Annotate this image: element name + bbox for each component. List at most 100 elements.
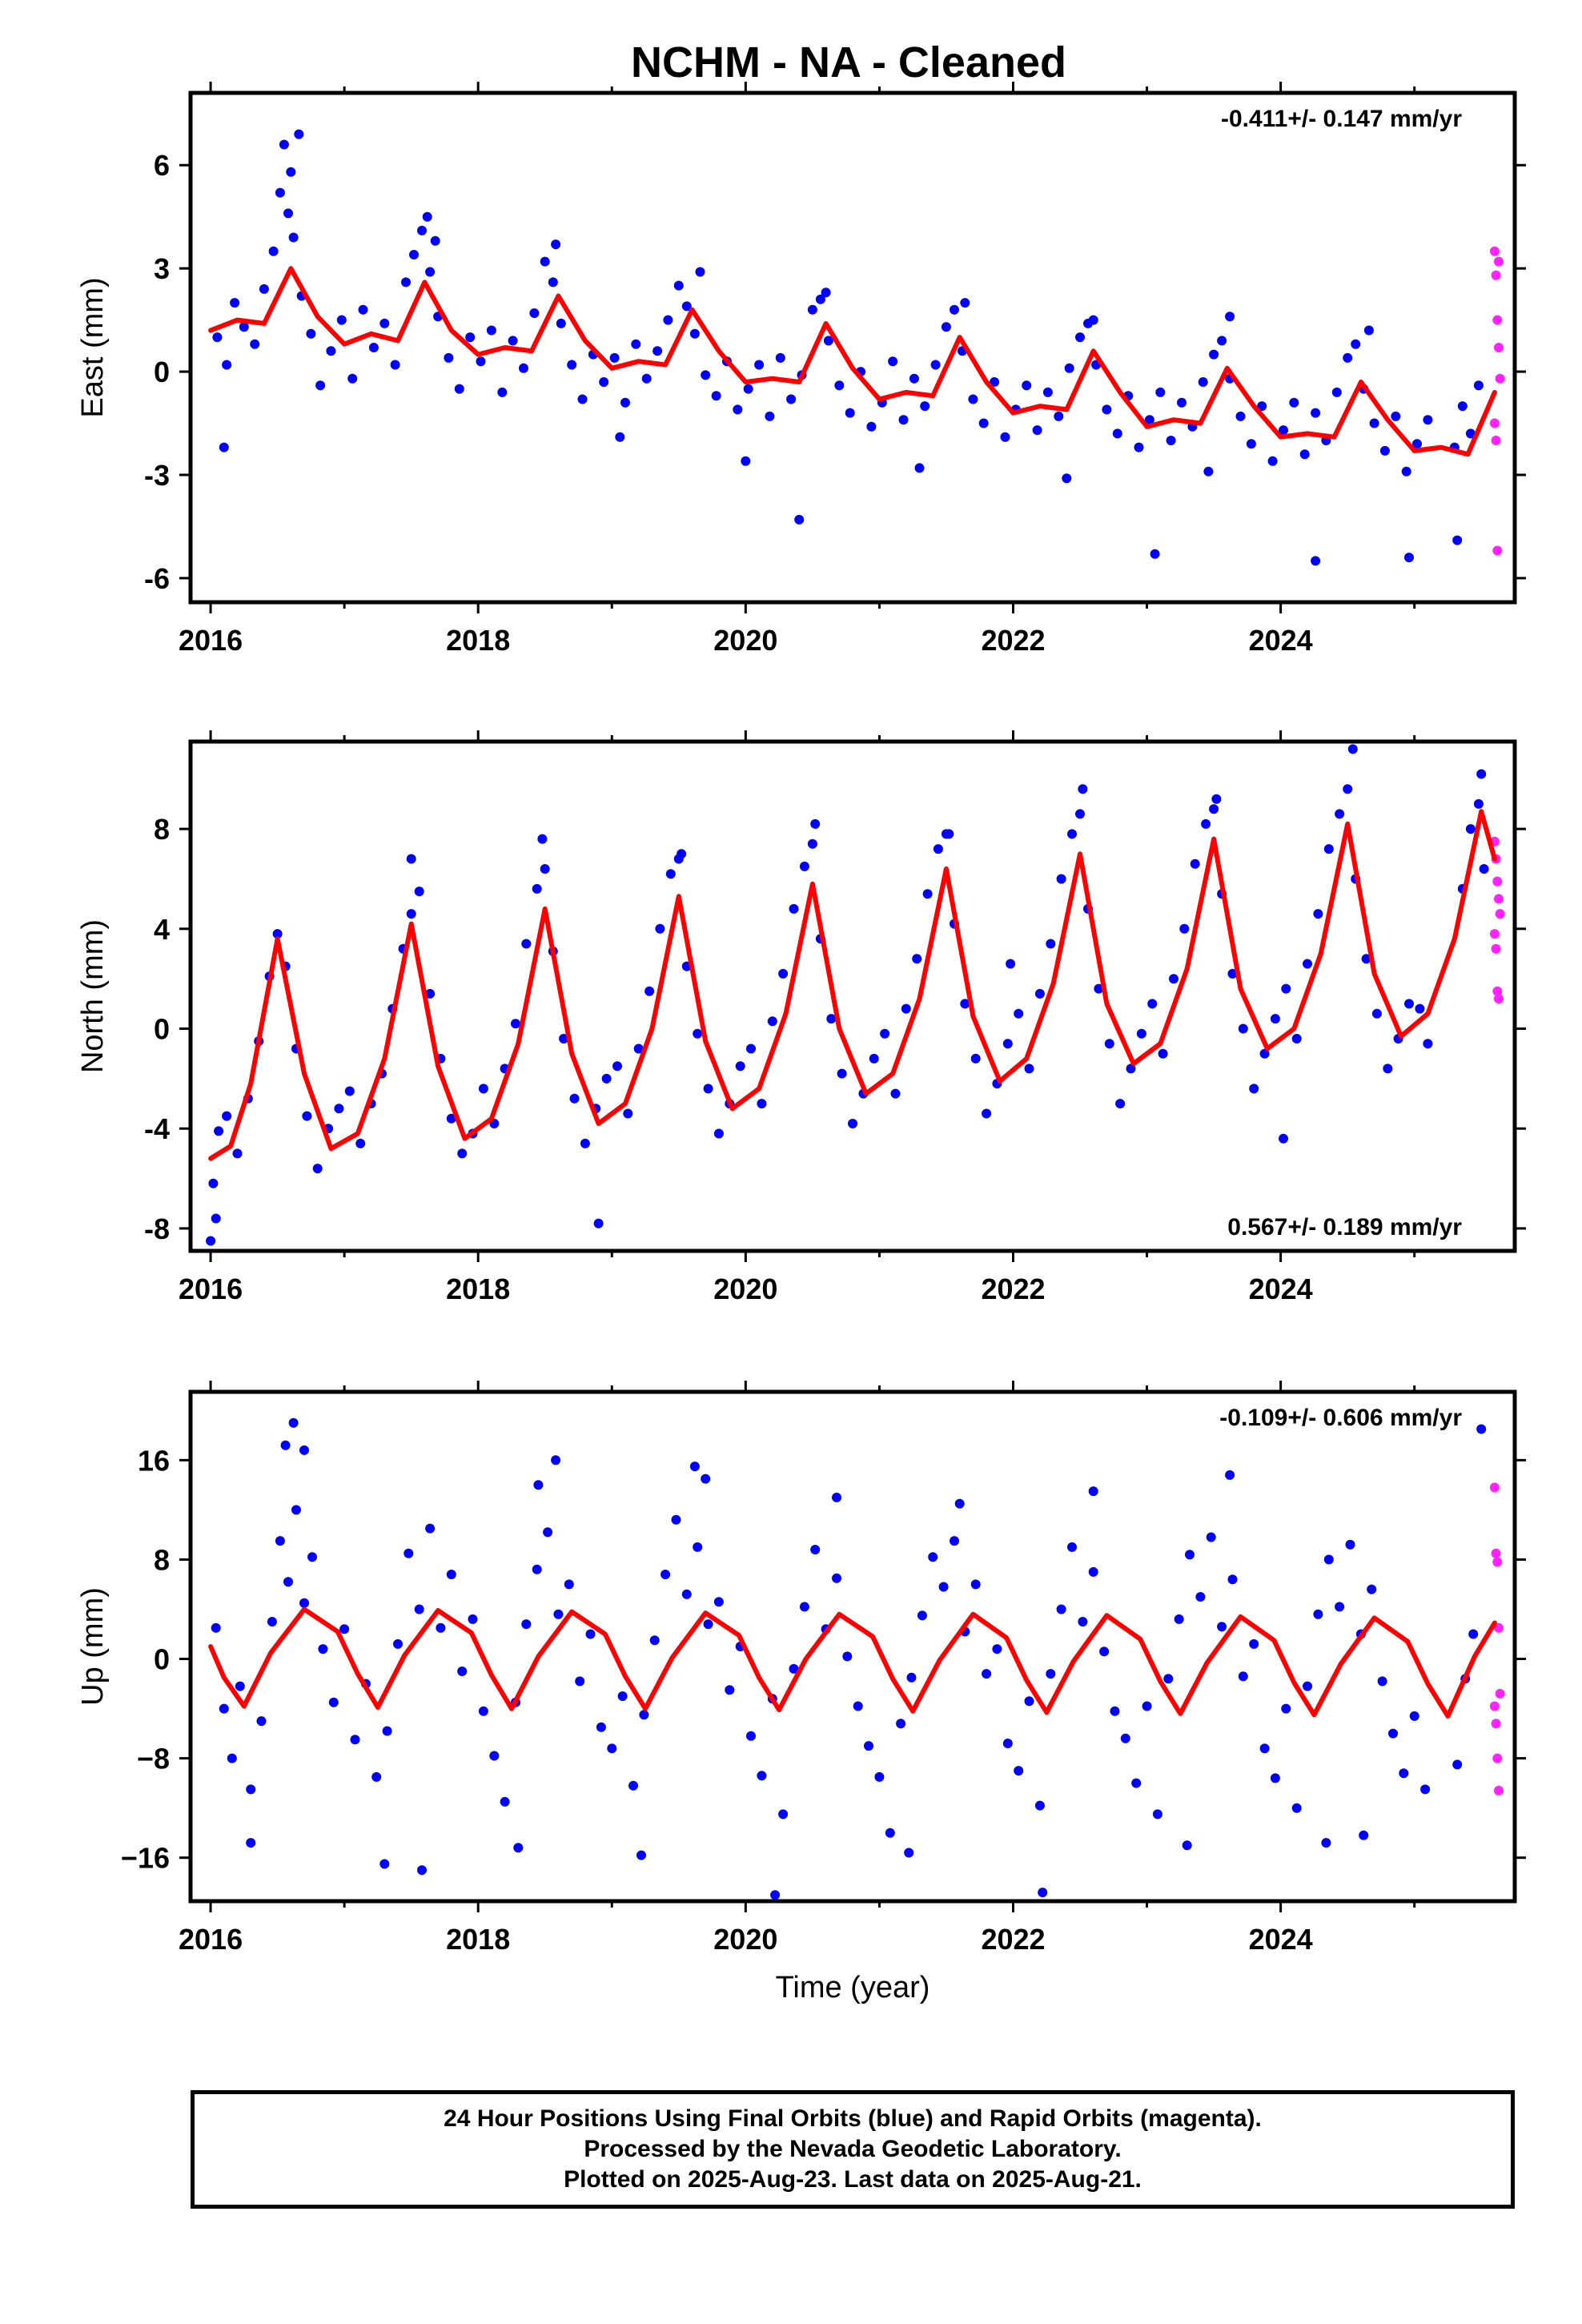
final-point bbox=[1067, 829, 1077, 839]
final-point bbox=[275, 187, 285, 198]
final-point bbox=[853, 1701, 863, 1711]
final-point bbox=[1056, 1604, 1066, 1614]
final-point bbox=[312, 1164, 323, 1174]
final-point bbox=[1404, 553, 1414, 563]
final-point bbox=[401, 277, 411, 287]
final-point bbox=[810, 818, 821, 829]
final-point bbox=[799, 861, 809, 871]
final-point bbox=[1347, 744, 1358, 754]
final-point bbox=[1163, 1674, 1174, 1684]
final-point bbox=[1006, 959, 1016, 969]
final-point bbox=[1331, 387, 1342, 397]
final-point bbox=[848, 1119, 857, 1128]
final-point bbox=[519, 363, 528, 373]
final-point bbox=[1238, 1671, 1248, 1682]
final-point bbox=[232, 1148, 243, 1159]
final-point bbox=[529, 308, 540, 318]
final-point bbox=[1465, 824, 1476, 834]
final-point bbox=[497, 387, 508, 397]
final-point bbox=[1468, 1629, 1479, 1639]
final-point bbox=[1476, 769, 1487, 779]
final-point bbox=[500, 1796, 510, 1807]
final-point bbox=[414, 1604, 424, 1614]
final-point bbox=[486, 325, 496, 336]
final-point bbox=[222, 1111, 232, 1121]
final-point bbox=[1299, 449, 1310, 460]
final-point bbox=[1465, 428, 1476, 439]
final-point bbox=[430, 235, 440, 246]
model-curve-east bbox=[208, 266, 1497, 457]
final-point bbox=[681, 1589, 692, 1599]
final-point bbox=[336, 315, 347, 325]
final-point bbox=[436, 1622, 446, 1633]
final-point bbox=[933, 844, 943, 854]
x-tick-label: 2020 bbox=[713, 624, 777, 657]
final-point bbox=[211, 1622, 221, 1633]
final-point bbox=[315, 380, 326, 391]
final-point bbox=[1291, 1803, 1302, 1813]
final-point bbox=[1032, 425, 1042, 436]
final-point bbox=[1056, 874, 1066, 884]
final-point bbox=[446, 1113, 456, 1124]
final-point bbox=[620, 397, 630, 408]
y-tick-label: 0 bbox=[154, 1013, 170, 1046]
rate-label-east: -0.411+/- 0.147 mm/yr bbox=[1221, 106, 1462, 132]
final-point bbox=[1094, 983, 1104, 994]
final-point bbox=[1281, 1703, 1291, 1714]
final-point bbox=[941, 322, 951, 332]
rate-label-north: 0.567+/- 0.189 mm/yr bbox=[1227, 1214, 1462, 1240]
figure-title: NCHM - NA - Cleaned bbox=[631, 38, 1066, 86]
final-point bbox=[425, 267, 436, 277]
final-point bbox=[267, 1617, 277, 1626]
final-point bbox=[306, 328, 316, 339]
y-tick-label: 4 bbox=[154, 913, 170, 946]
final-point bbox=[807, 838, 817, 849]
final-point bbox=[990, 377, 1000, 387]
final-point bbox=[1002, 1039, 1013, 1049]
final-point bbox=[970, 1579, 981, 1590]
final-point bbox=[219, 442, 229, 452]
final-point bbox=[689, 1462, 700, 1472]
final-point bbox=[1303, 959, 1312, 969]
final-point bbox=[789, 1663, 799, 1674]
footer-line-2: Processed by the Nevada Geodetic Laborat… bbox=[584, 2136, 1122, 2162]
rapid-point bbox=[1491, 1719, 1501, 1729]
final-point bbox=[1259, 1743, 1270, 1754]
final-point bbox=[1038, 1888, 1048, 1898]
final-point bbox=[631, 339, 641, 349]
final-point bbox=[628, 1780, 638, 1791]
final-point bbox=[885, 1827, 895, 1838]
final-point bbox=[874, 1771, 885, 1782]
final-point bbox=[468, 1614, 478, 1624]
final-point bbox=[713, 1597, 724, 1607]
final-point bbox=[235, 1681, 245, 1691]
final-point bbox=[1014, 1008, 1024, 1019]
final-point bbox=[1238, 1023, 1248, 1034]
final-point bbox=[954, 1498, 965, 1509]
panels: -6 -3 0 3 6 2016 2018 2020 2022 2024 East (mm) -0.4… bbox=[76, 82, 1526, 2004]
final-point bbox=[623, 1108, 633, 1119]
x-axis-label: Time (year) bbox=[776, 1971, 930, 2004]
final-point bbox=[1383, 1063, 1393, 1074]
final-point bbox=[567, 360, 577, 370]
final-point bbox=[1335, 1602, 1345, 1612]
final-point bbox=[1144, 415, 1154, 425]
rapid-point bbox=[1492, 876, 1503, 887]
rapid-point bbox=[1491, 436, 1501, 445]
final-point bbox=[890, 1088, 901, 1099]
plot-frame-east bbox=[188, 90, 1517, 605]
final-point bbox=[837, 1068, 847, 1079]
final-point bbox=[810, 1545, 821, 1554]
final-point bbox=[404, 1548, 414, 1558]
final-point bbox=[1235, 411, 1246, 421]
final-point bbox=[230, 298, 240, 308]
y-tick-label: 16 bbox=[138, 1444, 170, 1477]
final-point bbox=[1257, 401, 1267, 412]
final-point bbox=[275, 1536, 285, 1546]
rapid-point bbox=[1495, 1688, 1505, 1699]
final-point bbox=[1088, 1566, 1098, 1577]
final-point bbox=[671, 1514, 681, 1525]
final-point bbox=[599, 377, 609, 387]
final-point bbox=[294, 129, 304, 139]
final-point bbox=[540, 256, 550, 267]
